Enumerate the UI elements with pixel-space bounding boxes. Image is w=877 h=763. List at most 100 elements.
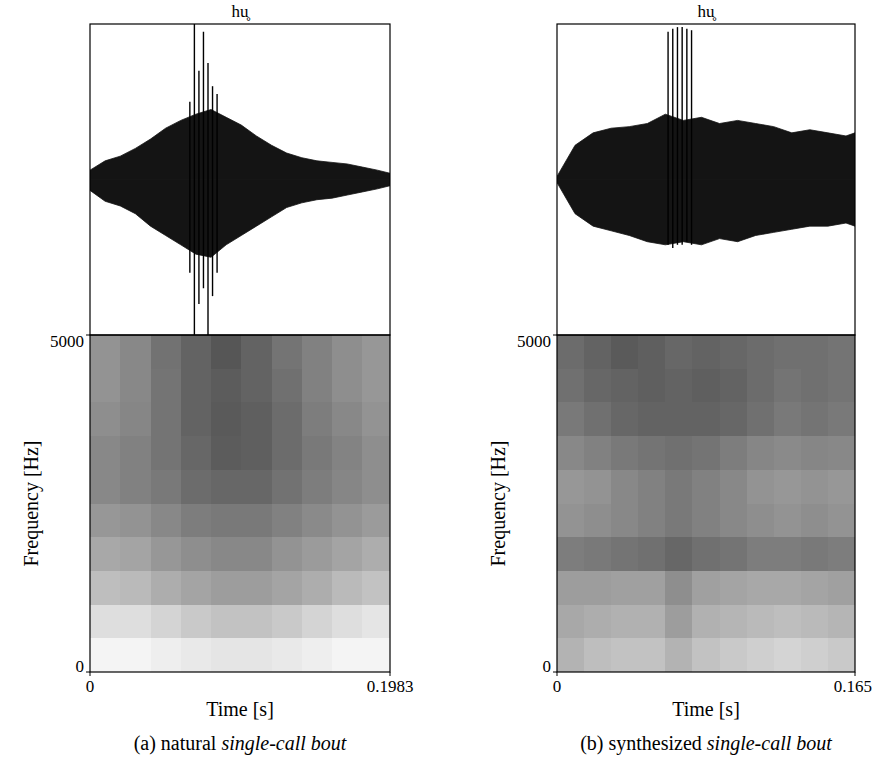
spectrogram-cell — [332, 638, 362, 672]
spectrogram-cell — [665, 335, 692, 369]
spectrogram-cell — [272, 571, 302, 605]
x-tick-label: 0.1983 — [367, 677, 414, 696]
spectrogram-cell — [638, 436, 665, 470]
spectrogram-cell — [828, 537, 855, 571]
y-tick — [86, 672, 90, 673]
spectrogram-cell — [828, 638, 855, 672]
x-tick — [557, 672, 558, 676]
spectrogram-cell — [774, 436, 801, 470]
spectrogram-cell — [665, 402, 692, 436]
y-tick-label: 5000 — [50, 332, 84, 351]
spectrogram-cell — [611, 436, 638, 470]
spectrogram-cell — [241, 470, 271, 504]
spectrogram-cell — [584, 537, 611, 571]
spectrogram-cell — [665, 369, 692, 403]
spectrogram-cell — [665, 470, 692, 504]
y-tick-label: 0 — [543, 657, 552, 676]
waveform-spike — [189, 102, 190, 273]
spectrogram-cell — [241, 335, 271, 369]
spectrogram-cell — [774, 335, 801, 369]
spectrogram-cell — [801, 638, 828, 672]
spectrogram-cell — [241, 402, 271, 436]
spectrogram-cell — [272, 436, 302, 470]
spectrogram-cell — [638, 571, 665, 605]
spectrogram-cell — [211, 638, 241, 672]
spectrogram-cell — [181, 638, 211, 672]
spectrogram-cell — [332, 402, 362, 436]
spectrogram-cell — [638, 504, 665, 538]
spectrogram-cell — [692, 504, 719, 538]
spectrogram-cell — [774, 638, 801, 672]
spectrogram-cell — [272, 638, 302, 672]
spectrogram-cell — [692, 470, 719, 504]
spectrogram-cell — [692, 638, 719, 672]
spectrogram-cell — [90, 402, 120, 436]
spectrogram-cell — [747, 605, 774, 639]
spectrogram-cell — [720, 369, 747, 403]
spectrogram-cell — [801, 470, 828, 504]
spectrogram-cell — [828, 571, 855, 605]
spectrogram-cell — [302, 537, 332, 571]
spectrogram-cell — [120, 470, 150, 504]
spectrogram-cell — [332, 537, 362, 571]
spectrogram-cell — [120, 335, 150, 369]
spectrogram-cell — [801, 504, 828, 538]
spectrogram-cell — [584, 504, 611, 538]
spectrogram-cell — [90, 638, 120, 672]
spectrogram-cell — [638, 369, 665, 403]
spectrogram-cell — [692, 436, 719, 470]
caption-italic: single-call bout — [707, 732, 832, 755]
spectrogram-cell — [120, 571, 150, 605]
spectrogram-cell — [557, 436, 584, 470]
spectrogram-cell — [151, 504, 181, 538]
y-tick — [553, 335, 557, 336]
spectrogram-cell — [720, 504, 747, 538]
spectrogram-cell — [611, 369, 638, 403]
spectrogram-frame — [90, 335, 390, 672]
spectrogram-cell — [332, 436, 362, 470]
waveform — [557, 27, 855, 248]
spectrogram-cell — [665, 571, 692, 605]
spectrogram-cell — [611, 470, 638, 504]
waveform-lower — [557, 180, 855, 245]
waveform-lower — [90, 180, 390, 258]
spectrogram-cell — [181, 402, 211, 436]
spectrogram-cell — [720, 638, 747, 672]
spectrogram-cell — [774, 605, 801, 639]
spectrogram-cell — [828, 504, 855, 538]
spectrogram-cell — [120, 402, 150, 436]
spectrogram-cell — [638, 402, 665, 436]
spectrogram-cell — [611, 571, 638, 605]
spectrogram-cell — [241, 605, 271, 639]
spectrogram-cell — [181, 335, 211, 369]
spectrogram-cell — [362, 504, 390, 538]
spectrogram-cell — [211, 537, 241, 571]
spectrogram-cell — [774, 402, 801, 436]
spectrogram-cell — [151, 402, 181, 436]
spectrogram-cell — [362, 436, 390, 470]
waveform-spike — [194, 24, 195, 335]
spectrogram-cell — [90, 537, 120, 571]
spectrogram-cell — [151, 436, 181, 470]
spectrogram-cell — [181, 369, 211, 403]
waveform-spike — [677, 27, 678, 245]
spectrogram-cell — [692, 369, 719, 403]
spectrogram-cell — [638, 638, 665, 672]
spectrogram-cell — [557, 369, 584, 403]
spectrogram-cell — [720, 537, 747, 571]
spectrogram-cell — [241, 504, 271, 538]
spectrogram-cell — [584, 402, 611, 436]
spectrogram-cell — [211, 605, 241, 639]
spectrogram-cell — [692, 335, 719, 369]
spectrogram-cell — [692, 402, 719, 436]
spectrogram — [557, 335, 855, 672]
spectrogram-cell — [181, 436, 211, 470]
caption: (b) synthesizedsingle-call bout — [580, 732, 832, 755]
spectrogram-cell — [747, 402, 774, 436]
spectrogram-cell — [302, 369, 332, 403]
waveform-frame — [90, 24, 390, 335]
spectrogram-cell — [151, 537, 181, 571]
spectrogram-cell — [584, 605, 611, 639]
spectrogram-cell — [584, 638, 611, 672]
spectrogram-cell — [211, 436, 241, 470]
